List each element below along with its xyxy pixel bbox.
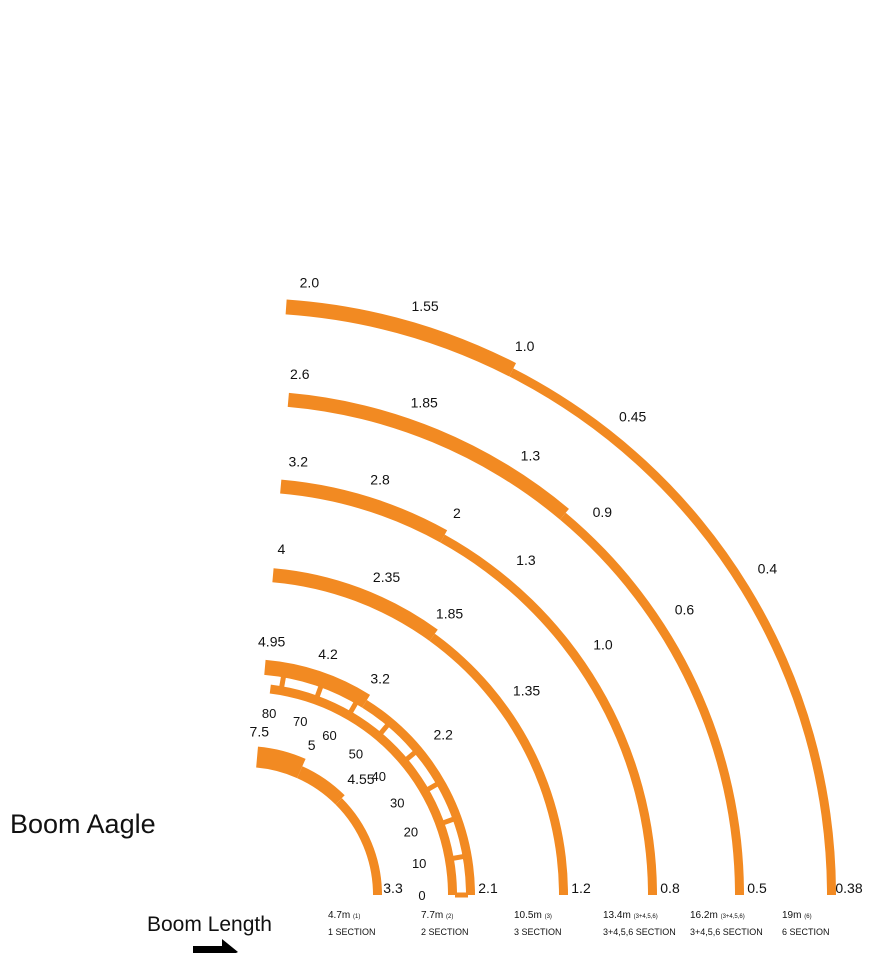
angle-tick	[404, 749, 418, 762]
boom-arc-segment	[287, 392, 569, 520]
boom-arc-segment	[362, 699, 475, 895]
capacity-label: 2.35	[373, 569, 400, 585]
capacity-label: 4	[277, 541, 285, 557]
boom-length-label: 7.7m (2)	[421, 910, 453, 921]
boom-length-note: (3+4,5,6)	[721, 914, 745, 920]
capacity-label: 2.8	[370, 471, 390, 487]
capacity-label: 2	[453, 505, 461, 521]
boom-arc-1	[256, 746, 382, 895]
capacity-labels: 3.3 4.55 5 7.5 2.1 2.2 3.2 4.2 4.95 1.2 1.35 1.85 2.…	[250, 274, 863, 896]
boom-section-label: 1 SECTION	[328, 927, 376, 937]
boom-arc-2	[264, 659, 475, 895]
capacity-label: 1.3	[516, 552, 536, 568]
angle-tick-label: 10	[412, 856, 426, 871]
boom-arc-segment	[429, 633, 568, 895]
capacity-label: 0.9	[593, 504, 613, 520]
boom-arc-segment	[440, 534, 657, 895]
boom-arc-segment	[285, 299, 517, 377]
capacity-label: 2.0	[300, 274, 320, 290]
boom-length-note: (2)	[446, 914, 453, 920]
angle-scale-arc	[269, 684, 457, 895]
capacity-label: 4.95	[258, 633, 285, 649]
capacity-label: 1.3	[521, 448, 541, 464]
capacity-label: 1.35	[513, 682, 540, 698]
boom-arc-4	[280, 479, 657, 895]
boom-length-label: 19m (6)	[782, 910, 812, 921]
capacity-label: 2.6	[290, 366, 310, 382]
capacity-label: 3.2	[289, 453, 309, 469]
angle-tick-label: 50	[349, 746, 363, 761]
boom-section-label: 3+4,5,6 SECTION	[603, 927, 676, 937]
angle-tick-label: 80	[262, 706, 276, 721]
capacity-label: 0.4	[758, 561, 778, 577]
capacity-label: 0.45	[619, 408, 646, 424]
capacity-label: 4.2	[318, 646, 338, 662]
boom-arc-segment	[297, 766, 345, 805]
capacity-label: 5	[308, 737, 316, 753]
right-arrow-icon	[193, 939, 238, 953]
capacity-label: 0.8	[660, 880, 680, 896]
angle-tick	[378, 722, 391, 736]
boom-length-label: 10.5m (3)	[514, 910, 552, 921]
angle-tick-label: 0	[418, 888, 425, 903]
boom-arc-segment	[264, 659, 371, 708]
capacity-label: 2.1	[478, 880, 498, 896]
boom-length-note: (1)	[353, 914, 360, 920]
capacity-label: 1.0	[593, 636, 613, 652]
boom-length-note: (3+4,5,6)	[634, 914, 658, 920]
boom-length-label: 13.4m (3+4,5,6)	[603, 910, 658, 921]
capacity-label: 3.2	[370, 671, 390, 687]
angle-tick	[279, 674, 287, 689]
capacity-label: 7.5	[250, 724, 270, 740]
capacity-label: 0.6	[675, 602, 695, 618]
boom-length-note: (3)	[545, 914, 552, 920]
boom-arc-segment	[272, 568, 438, 641]
capacity-label: 1.2	[571, 880, 591, 896]
angle-tick-label: 60	[322, 728, 336, 743]
boom-arc-6	[285, 299, 836, 895]
capacity-label: 3.3	[383, 880, 403, 896]
capacity-label: 2.2	[433, 727, 453, 743]
boom-length-title: Boom Length	[147, 913, 272, 936]
capacity-label: 1.0	[515, 338, 535, 354]
boom-length-label: 4.7m (1)	[328, 910, 360, 921]
angle-tick	[425, 781, 440, 793]
boom-arcs	[256, 299, 836, 895]
angle-tick	[441, 816, 456, 826]
angle-tick	[451, 853, 466, 861]
boom-length-label: 16.2m (3+4,5,6)	[690, 910, 745, 921]
capacity-label: 1.85	[436, 605, 463, 621]
boom-angle-title: Boom Aagle	[10, 809, 156, 839]
boom-arc-segment	[335, 798, 382, 895]
angle-tick-label: 20	[404, 825, 418, 840]
boom-section-label: 2 SECTION	[421, 927, 469, 937]
boom-arc-segment	[280, 479, 448, 543]
angle-tick-label: 40	[371, 769, 385, 784]
capacity-label: 1.85	[411, 395, 438, 411]
capacity-label: 1.55	[411, 298, 438, 314]
capacity-label: 0.5	[747, 880, 767, 896]
boom-arc-segment	[509, 368, 836, 895]
boom-section-label: 3 SECTION	[514, 927, 562, 937]
boom-section-label: 6 SECTION	[782, 927, 830, 937]
angle-tick	[347, 700, 359, 715]
boom-arc-5	[287, 392, 744, 895]
capacity-label: 0.38	[835, 880, 862, 896]
angle-tick	[314, 684, 324, 699]
angle-tick-label: 30	[390, 796, 404, 811]
angle-tick-label: 70	[293, 714, 307, 729]
boom-length-note: (6)	[804, 914, 811, 920]
capacity-label: 4.55	[347, 771, 374, 787]
boom-section-label: 3+4,5,6 SECTION	[690, 927, 763, 937]
boom-arc-segment	[256, 746, 306, 779]
boom-arc-3	[272, 568, 568, 895]
boom-length-labels: 4.7m (1) 1 SECTION 7.7m (2) 2 SECTION 10.5m …	[328, 910, 830, 937]
